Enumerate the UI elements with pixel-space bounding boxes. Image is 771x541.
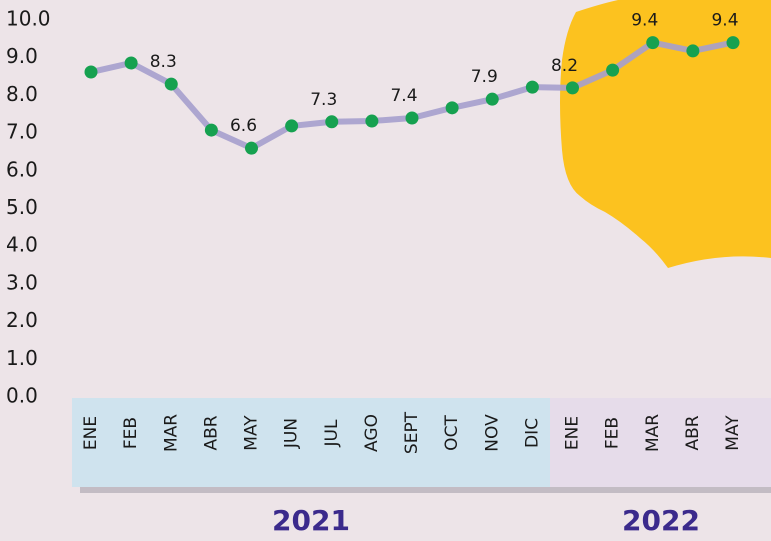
data-label: 6.6 [230, 116, 257, 136]
x-tick-label: JUN [282, 418, 302, 449]
x-tick-label: NOV [482, 414, 502, 452]
x-tick-label: FEB [121, 417, 141, 449]
data-label: 9.4 [631, 11, 658, 31]
year-label: 2021 [272, 504, 350, 537]
y-tick-label: 4.0 [6, 233, 38, 257]
x-tick-label: MAY [723, 415, 743, 451]
data-label: 9.4 [711, 11, 738, 31]
y-tick-label: 6.0 [6, 157, 38, 181]
marker [164, 77, 178, 91]
x-tick-label: ENE [81, 416, 101, 450]
y-tick-label: 10.0 [6, 7, 51, 31]
marker [365, 114, 379, 128]
y-tick-label: 9.0 [6, 44, 38, 68]
y-tick-label: 8.0 [6, 82, 38, 106]
band-2022 [550, 398, 771, 487]
x-tick-label: MAR [643, 414, 663, 452]
x-tick-label: ENE [563, 416, 583, 450]
data-label: 8.3 [150, 52, 177, 72]
y-tick-label: 0.0 [6, 384, 38, 408]
y-tick-label: 3.0 [6, 270, 38, 294]
x-tick-label: AGO [362, 414, 382, 452]
band-2021 [72, 398, 550, 487]
x-tick-label: MAR [161, 414, 181, 452]
marker [405, 111, 419, 125]
year-label: 2022 [622, 504, 700, 537]
marker [686, 44, 700, 58]
marker [445, 101, 459, 115]
x-tick-label: MAY [242, 415, 262, 451]
marker [325, 115, 339, 129]
marker [84, 65, 98, 79]
x-tick-label: OCT [442, 415, 462, 451]
x-tick-label: FEB [603, 417, 623, 449]
x-tick-label: DIC [522, 418, 542, 448]
y-tick-label: 2.0 [6, 308, 38, 332]
marker [285, 119, 299, 133]
x-tick-label: ABR [201, 415, 221, 450]
data-label: 7.9 [471, 67, 498, 87]
data-label: 8.2 [551, 56, 578, 76]
y-tick-label: 5.0 [6, 195, 38, 219]
marker [204, 123, 218, 137]
x-tick-label: ABR [683, 415, 703, 450]
marker [726, 36, 740, 50]
marker [566, 81, 579, 95]
marker [646, 36, 660, 50]
marker [606, 63, 620, 77]
y-tick-label: 1.0 [6, 346, 38, 370]
marker [485, 92, 499, 106]
marker [525, 80, 539, 94]
x-tick-label: SEPT [402, 411, 422, 454]
data-label: 7.3 [310, 90, 337, 110]
data-label: 7.4 [390, 86, 417, 106]
marker [245, 141, 258, 155]
y-tick-label: 7.0 [6, 120, 38, 144]
x-tick-label: JUL [322, 419, 342, 447]
marker [124, 56, 138, 70]
